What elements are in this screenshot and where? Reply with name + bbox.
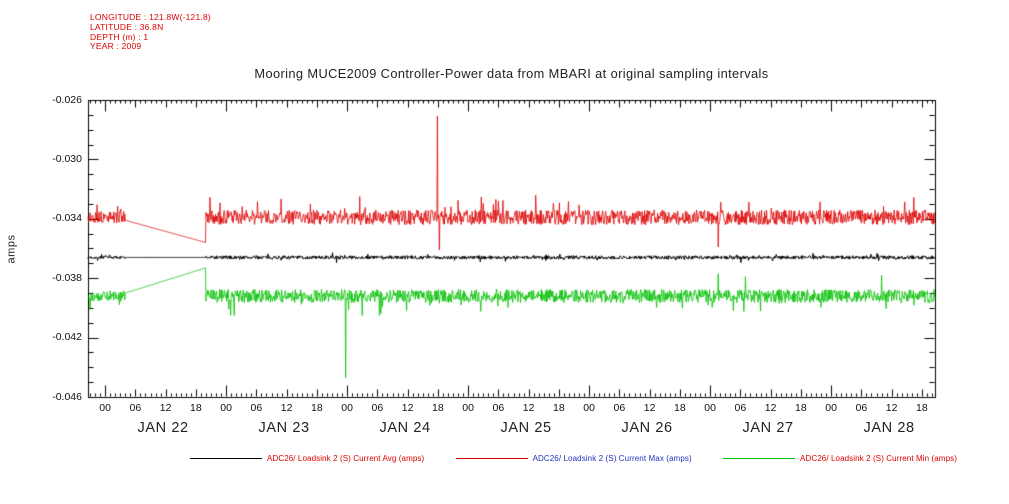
legend-entry-avg: ADC26/ Loadsink 2 (S) Current Avg (amps) — [190, 454, 424, 463]
legend-label-max: ADC26/ Loadsink 2 (S) Current Max (amps) — [532, 453, 692, 463]
legend-entry-min: ADC26/ Loadsink 2 (S) Current Min (amps) — [723, 454, 957, 463]
legend-entry-max: ADC26/ Loadsink 2 (S) Current Max (amps) — [455, 453, 692, 463]
legend: ADC26/ Loadsink 2 (S) Current Avg (amps)… — [190, 451, 957, 465]
legend-label-min: ADC26/ Loadsink 2 (S) Current Min (amps) — [800, 453, 957, 463]
legend-line-swatch-max — [455, 457, 528, 459]
legend-label-avg: ADC26/ Loadsink 2 (S) Current Avg (amps) — [267, 453, 425, 463]
legend-line-swatch-avg — [190, 457, 262, 459]
legend-line-swatch-min — [723, 457, 796, 459]
